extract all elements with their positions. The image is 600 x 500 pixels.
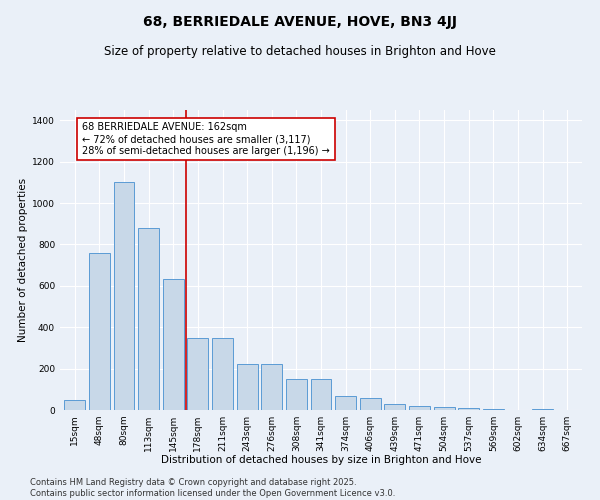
Bar (163, 278, 184, 410)
Bar (335, 396, 356, 410)
Bar (212, 338, 233, 410)
Bar (64, 400, 85, 410)
Bar (483, 409, 504, 410)
Bar (236, 364, 257, 410)
Bar (458, 408, 479, 410)
Bar (261, 364, 282, 410)
Bar (89, 253, 110, 410)
Bar (113, 182, 134, 410)
Bar (187, 338, 208, 410)
Bar (138, 228, 159, 410)
Text: Contains HM Land Registry data © Crown copyright and database right 2025.
Contai: Contains HM Land Registry data © Crown c… (30, 478, 395, 498)
Bar (409, 406, 430, 410)
Bar (360, 398, 381, 410)
Y-axis label: Number of detached properties: Number of detached properties (18, 178, 28, 342)
Bar (532, 409, 553, 410)
Bar (311, 379, 331, 410)
Bar (286, 379, 307, 410)
Text: Size of property relative to detached houses in Brighton and Hove: Size of property relative to detached ho… (104, 45, 496, 58)
X-axis label: Distribution of detached houses by size in Brighton and Hove: Distribution of detached houses by size … (161, 456, 481, 466)
Text: 68 BERRIEDALE AVENUE: 162sqm
← 72% of detached houses are smaller (3,117)
28% of: 68 BERRIEDALE AVENUE: 162sqm ← 72% of de… (82, 122, 330, 156)
Bar (385, 404, 406, 410)
Bar (434, 407, 455, 410)
Text: 68, BERRIEDALE AVENUE, HOVE, BN3 4JJ: 68, BERRIEDALE AVENUE, HOVE, BN3 4JJ (143, 15, 457, 29)
